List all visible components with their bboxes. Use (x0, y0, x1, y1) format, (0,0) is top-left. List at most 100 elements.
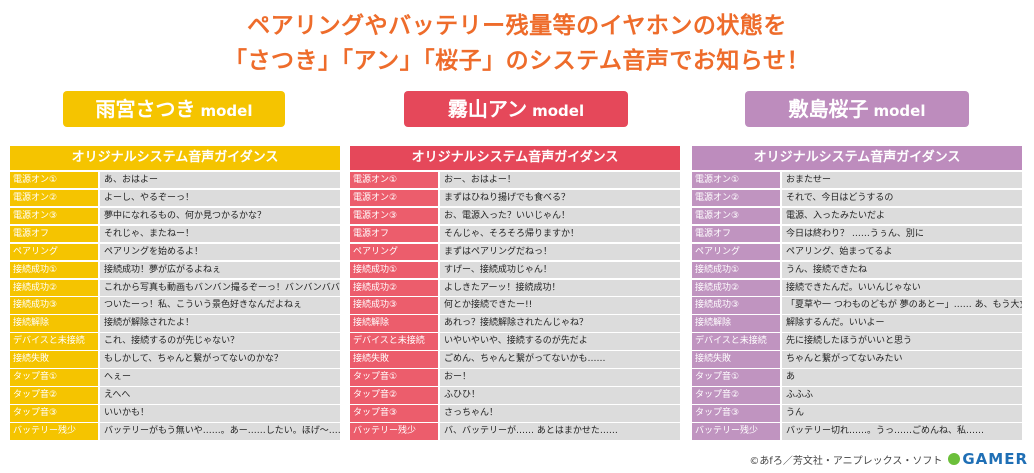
model-badge-satsuki: 雨宮さつき model (63, 91, 285, 127)
row-value: 今日は終わり？ ……うぅん、別に (782, 225, 1022, 242)
row-key: ペアリング (692, 243, 780, 260)
row-value: もしかして、ちゃんと繋がってないのかな？ (100, 351, 340, 368)
table-row: 電源オン② それで、今日はどうするの (692, 189, 1022, 206)
row-value: おまたせー (782, 171, 1022, 188)
model-suffix: model (200, 102, 253, 120)
row-key: 電源オン① (350, 171, 438, 188)
row-value: うん、接続できたね (782, 261, 1022, 278)
row-value: よしきたアーッ！接続成功！ (440, 279, 680, 296)
row-key: 電源オン③ (10, 207, 98, 224)
table-row: タップ音③ いいかも！ (10, 405, 340, 422)
table-row: 電源オフ 今日は終わり？ ……うぅん、別に (692, 225, 1022, 242)
row-key: 接続失敗 (350, 351, 438, 368)
row-value: ついたーっ！私、こういう景色好きなんだよねぇ (100, 297, 340, 314)
row-value: いやいやいや、接続するのが先だよ (440, 333, 680, 350)
table-row: バッテリー残少 バ、バッテリーが…… あとはまかせた…… (350, 423, 680, 440)
logo-dot-icon (948, 453, 961, 465)
copyright-text: ©あfろ／芳文社・アニプレックス・ソフト (749, 455, 943, 467)
row-value: ふふふ (782, 387, 1022, 404)
table-row: タップ音① おー！ (350, 369, 680, 386)
model-name: 雨宮さつき (95, 97, 196, 121)
row-value: 接続成功！夢が広がるよねぇ (100, 261, 340, 278)
row-key: 接続失敗 (10, 351, 98, 368)
model-name: 霧山アン (447, 97, 528, 121)
row-value: ペアリングを始めるよ！ (100, 243, 340, 260)
table-row: 接続成功③ 何とか接続できたー!! (350, 297, 680, 314)
table-row: バッテリー残少 バッテリー切れ……。うっ……ごめんね、私…… (692, 423, 1022, 440)
row-key: 電源オフ (350, 225, 438, 242)
row-value: まずはペアリングだねっ！ (440, 243, 680, 260)
row-value: すげー、接続成功じゃん！ (440, 261, 680, 278)
model-badge-an: 霧山アン model (404, 91, 628, 127)
row-key: タップ音③ (10, 405, 98, 422)
row-key: 接続成功① (10, 261, 98, 278)
table-row: 接続失敗 もしかして、ちゃんと繋がってないのかな？ (10, 351, 340, 368)
row-key: 電源オン② (10, 189, 98, 206)
table-row: 電源オン③ 電源、入ったみたいだよ (692, 207, 1022, 224)
model-badge-sakurako: 敷島桜子 model (745, 91, 969, 127)
row-key: 接続成功② (692, 279, 780, 296)
row-key: 接続成功① (692, 261, 780, 278)
row-key: ペアリング (10, 243, 98, 260)
row-key: 接続成功② (350, 279, 438, 296)
model-suffix: model (873, 102, 926, 120)
row-key: タップ音② (350, 387, 438, 404)
row-key: 電源オフ (692, 225, 780, 242)
table-row: 接続成功① うん、接続できたね (692, 261, 1022, 278)
row-value: へぇー (100, 369, 340, 386)
row-value: 「夏草や一 つわものどもが 夢のあとー」…… あ、もう大丈夫ですー (782, 297, 1022, 314)
row-value: バ、バッテリーが…… あとはまかせた…… (440, 423, 680, 440)
row-key: デバイスと未接続 (692, 333, 780, 350)
row-key: 接続失敗 (692, 351, 780, 368)
table-row: デバイスと未接続 これ、接続するのが先じゃない？ (10, 333, 340, 350)
table-row: タップ音② えへへ (10, 387, 340, 404)
row-value: 電源、入ったみたいだよ (782, 207, 1022, 224)
table-row: 接続失敗 ちゃんと繋がってないみたい (692, 351, 1022, 368)
row-key: タップ音① (692, 369, 780, 386)
table-row: 接続成功③ ついたーっ！私、こういう景色好きなんだよねぇ (10, 297, 340, 314)
row-key: バッテリー残少 (350, 423, 438, 440)
guidance-table-sakurako: オリジナルシステム音声ガイダンス 電源オン① おまたせー 電源オン② それで、今日はど… (692, 146, 1022, 440)
row-key: 電源オン③ (692, 207, 780, 224)
table-row: 接続解除 接続が解除されたよ！ (10, 315, 340, 332)
row-key: タップ音③ (350, 405, 438, 422)
model-suffix: model (532, 102, 585, 120)
row-key: 接続解除 (350, 315, 438, 332)
model-name: 敷島桜子 (788, 97, 869, 121)
table-row: 接続成功① すげー、接続成功じゃん！ (350, 261, 680, 278)
table-row: 電源オン② まずはひねり揚げでも食べる？ (350, 189, 680, 206)
table-row: 接続解除 あれっ？接続解除されたんじゃね？ (350, 315, 680, 332)
row-key: 接続解除 (692, 315, 780, 332)
row-key: バッテリー残少 (10, 423, 98, 440)
row-value: バッテリー切れ……。うっ……ごめんね、私…… (782, 423, 1022, 440)
table-row: 電源オフ それじゃ、またねー！ (10, 225, 340, 242)
table-row: デバイスと未接続 先に接続したほうがいいと思う (692, 333, 1022, 350)
row-key: 接続成功③ (10, 297, 98, 314)
table-row: 電源オン① あ、おはよー (10, 171, 340, 188)
table-row: タップ音③ うん (692, 405, 1022, 422)
row-value: お、電源入った？いいじゃん！ (440, 207, 680, 224)
table-row: 接続成功① 接続成功！夢が広がるよねぇ (10, 261, 340, 278)
row-key: デバイスと未接続 (10, 333, 98, 350)
row-value: これから写真も動画もバンバン撮るぞーっ！バンバンババーン！ (100, 279, 340, 296)
row-key: デバイスと未接続 (350, 333, 438, 350)
row-value: そんじゃ、そろそろ帰りますか！ (440, 225, 680, 242)
row-value: 接続が解除されたよ！ (100, 315, 340, 332)
table-row: バッテリー残少 バッテリーがもう無いや……。あー……したい。ほげ〜…… (10, 423, 340, 440)
row-key: 接続解除 (10, 315, 98, 332)
row-key: 電源オン① (692, 171, 780, 188)
headline-line-1: ペアリングやバッテリー残量等のイヤホンの状態を (247, 13, 787, 39)
table-row: 電源オン③ お、電源入った？いいじゃん！ (350, 207, 680, 224)
row-value: 何とか接続できたー!! (440, 297, 680, 314)
table-row: 接続成功③「夏草や一 つわものどもが 夢のあとー」…… あ、もう大丈夫ですー (692, 297, 1022, 314)
row-value: あれっ？接続解除されたんじゃね？ (440, 315, 680, 332)
row-key: 電源オン② (692, 189, 780, 206)
table-row: 接続失敗 ごめん、ちゃんと繋がってないかも…… (350, 351, 680, 368)
row-value: それで、今日はどうするの (782, 189, 1022, 206)
table-row: タップ音② ふふふ (692, 387, 1022, 404)
table-row: タップ音① へぇー (10, 369, 340, 386)
footer: ©あfろ／芳文社・アニプレックス・ソフト GAMER (749, 450, 1028, 468)
row-key: 接続成功③ (692, 297, 780, 314)
guidance-table-satsuki: オリジナルシステム音声ガイダンス 電源オン① あ、おはよー 電源オン② よーし、やるぞ… (10, 146, 340, 440)
